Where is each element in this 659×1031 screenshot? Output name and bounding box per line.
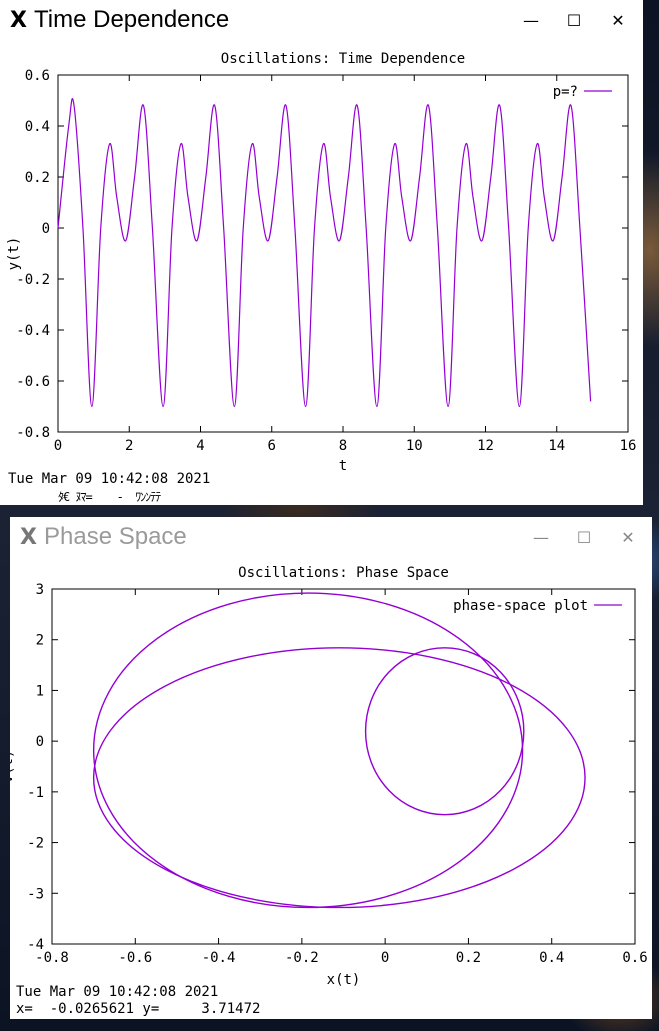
x-axis-label: t <box>339 458 347 474</box>
y-tick-label: -3 <box>27 886 44 902</box>
status-timestamp: Tue Mar 09 10:42:08 2021 <box>16 984 219 1000</box>
y-axis-label: v(t) <box>10 750 16 784</box>
x-tick-label: -0.2 <box>285 950 319 966</box>
phase-loop-2 <box>364 647 525 816</box>
x-tick-label: 12 <box>477 438 494 454</box>
time-dependence-chart: Oscillations: Time Dependence 0 2 4 6 8 10 12 14… <box>6 51 637 474</box>
y-tick-label: 0.2 <box>25 170 50 186</box>
x-tick-label: 0 <box>381 950 389 966</box>
phase-space-chart: Oscillations: Phase Space -0.8 -0.6 -0.4 -0.… <box>10 565 648 988</box>
maximize-button[interactable]: ☐ <box>576 528 592 547</box>
window-title: Time Dependence <box>34 6 230 33</box>
x-tick-label: 4 <box>196 438 204 454</box>
legend-label: phase-space plot <box>453 598 588 614</box>
time-dependence-window: X Time Dependence — ☐ ✕ Oscillations: Ti… <box>0 0 643 505</box>
x-axis-label: x(t) <box>327 972 361 988</box>
chart-title: Oscillations: Time Dependence <box>221 51 465 67</box>
y-tick-label: -0.2 <box>16 272 50 288</box>
close-button[interactable]: ✕ <box>621 528 635 547</box>
y-tick-label: -1 <box>27 785 44 801</box>
legend-label: p=? <box>553 84 578 100</box>
plot-frame <box>51 588 636 945</box>
minimize-button[interactable]: — <box>523 11 539 30</box>
x-tick-label: -0.8 <box>35 950 69 966</box>
close-button[interactable]: ✕ <box>611 11 625 30</box>
y-tick-label: -0.4 <box>16 323 50 339</box>
x11-logo-icon: X <box>20 525 37 550</box>
x-tick-label: 6 <box>268 438 276 454</box>
window-title: Phase Space <box>44 523 187 550</box>
minimize-button[interactable]: — <box>533 528 549 547</box>
x-tick-label: 8 <box>339 438 347 454</box>
x-tick-label: 0.4 <box>539 950 564 966</box>
y-tick-label: 0 <box>42 221 50 237</box>
maximize-button[interactable]: ☐ <box>566 11 582 30</box>
y-tick-label: 0 <box>36 734 44 750</box>
phase-loop-3 <box>92 647 586 909</box>
x-tick-label: 0.2 <box>456 950 481 966</box>
x-tick-label: 0.6 <box>622 950 647 966</box>
status-coordinates: x= -0.0265621 y= 3.71472 <box>16 1001 261 1017</box>
y-tick-label: 2 <box>36 633 44 649</box>
titlebar[interactable]: X Phase Space — ☐ ✕ <box>10 517 652 559</box>
status-timestamp: Tue Mar 09 10:42:08 2021 <box>8 471 211 487</box>
series-line <box>57 98 592 408</box>
plot-frame <box>57 74 629 433</box>
phase-loop-1 <box>92 592 524 909</box>
x-tick-label: 10 <box>406 438 423 454</box>
x-tick-label: 0 <box>54 438 62 454</box>
y-tick-label: -2 <box>27 836 44 852</box>
x-tick-label: 2 <box>125 438 133 454</box>
y-tick-label: 0.4 <box>25 119 50 135</box>
x11-logo-icon: X <box>10 8 27 33</box>
phase-space-window: X Phase Space — ☐ ✕ Oscillations: Phase … <box>10 517 652 1019</box>
y-tick-label: -4 <box>27 937 44 953</box>
chart-title: Oscillations: Phase Space <box>238 565 449 581</box>
x-tick-label: 16 <box>620 438 637 454</box>
titlebar[interactable]: X Time Dependence — ☐ ✕ <box>0 0 643 42</box>
x-tick-label: -0.4 <box>202 950 236 966</box>
x-tick-label: 14 <box>548 438 565 454</box>
y-tick-label: 3 <box>36 582 44 598</box>
y-axis-label: y(t) <box>6 237 22 271</box>
status-garbled-text: ﾀ€ ﾇﾏ= - ﾜﾝﾝﾃﾃ <box>58 490 161 504</box>
y-tick-label: 0.6 <box>25 68 50 84</box>
y-tick-label: -0.6 <box>16 374 50 390</box>
y-tick-label: -0.8 <box>16 425 50 441</box>
y-tick-label: 1 <box>36 683 44 699</box>
x-tick-label: -0.6 <box>118 950 152 966</box>
